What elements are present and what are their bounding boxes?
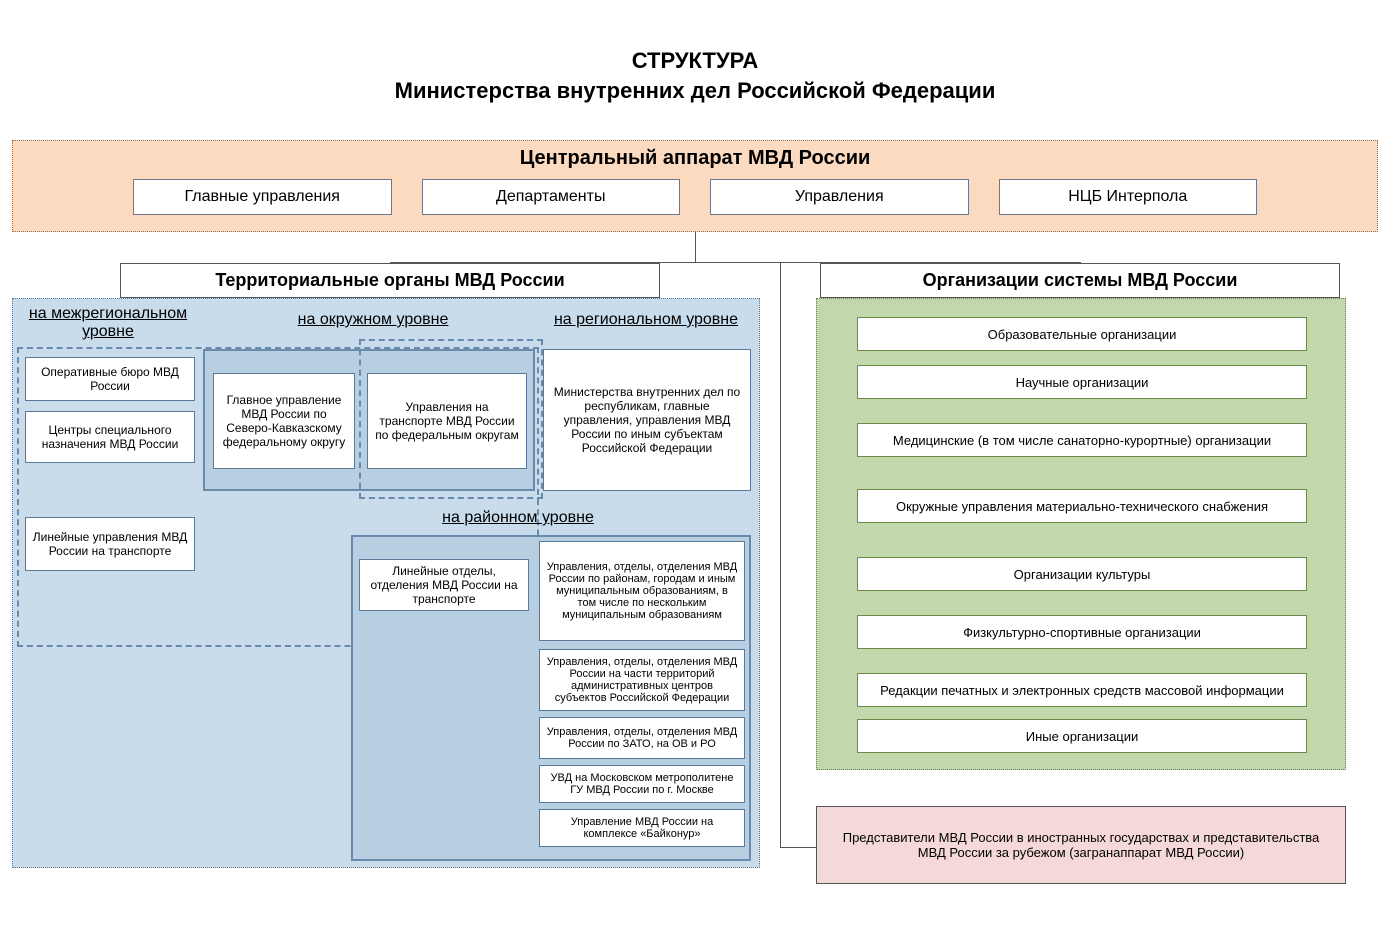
rayon-left-box: Линейные отделы, отделения МВД России на… <box>359 559 529 611</box>
interregional-box-2: Линейные управления МВД России на трансп… <box>25 517 195 571</box>
central-box-2: Управления <box>710 179 969 215</box>
district-box-1: Главное управление МВД России по Северо-… <box>213 373 355 469</box>
title-line1: СТРУКТУРА <box>0 48 1390 74</box>
central-box-0: Главные управления <box>133 179 392 215</box>
representatives-box: Представители МВД России в иностранных г… <box>816 806 1346 884</box>
org-item-0: Образовательные организации <box>857 317 1307 351</box>
rayon-right-0: Управления, отделы, отделения МВД России… <box>539 541 745 641</box>
interregional-box-1: Центры специального назначения МВД Росси… <box>25 411 195 463</box>
org-item-7: Иные организации <box>857 719 1307 753</box>
interregional-box-0: Оперативные бюро МВД России <box>25 357 195 401</box>
connector-line <box>659 280 660 300</box>
org-item-1: Научные организации <box>857 365 1307 399</box>
district-box-2: Управления на транспорте МВД России по ф… <box>367 373 527 469</box>
title-line2: Министерства внутренних дел Российской Ф… <box>0 78 1390 104</box>
regional-box: Министерства внутренних дел по республик… <box>543 349 751 491</box>
level-rayon: на районном уровне <box>413 509 623 527</box>
territorial-header: Территориальные органы МВД России <box>120 263 660 298</box>
level-regional: на региональном уровне <box>541 311 751 329</box>
connector-line <box>120 280 121 300</box>
rayon-right-2: Управления, отделы, отделения МВД России… <box>539 717 745 759</box>
org-item-6: Редакции печатных и электронных средств … <box>857 673 1307 707</box>
level-interregional: на межрегиональном уровне <box>13 305 203 341</box>
central-apparatus-band: Центральный аппарат МВД России Главные у… <box>12 140 1378 232</box>
rayon-right-3: УВД на Московском метрополитене ГУ МВД Р… <box>539 765 745 803</box>
page-title: СТРУКТУРА Министерства внутренних дел Ро… <box>0 48 1390 104</box>
organizations-area: Образовательные организации Научные орга… <box>816 298 1346 770</box>
org-item-2: Медицинские (в том числе санаторно-курор… <box>857 423 1307 457</box>
org-item-4: Организации культуры <box>857 557 1307 591</box>
level-district: на окружном уровне <box>268 311 478 329</box>
rayon-right-4: Управление МВД России на комплексе «Байк… <box>539 809 745 847</box>
central-box-1: Департаменты <box>422 179 681 215</box>
rayon-right-1: Управления, отделы, отделения МВД России… <box>539 649 745 711</box>
connector-line <box>780 262 781 848</box>
connector-line <box>780 847 820 848</box>
org-item-5: Физкультурно-спортивные организации <box>857 615 1307 649</box>
connector-line <box>695 232 696 262</box>
central-apparatus-title: Центральный аппарат МВД России <box>13 147 1377 170</box>
org-item-3: Окружные управления материально-техничес… <box>857 489 1307 523</box>
organizations-header: Организации системы МВД России <box>820 263 1340 298</box>
territorial-area: на межрегиональном уровне на окружном ур… <box>12 298 760 868</box>
central-box-3: НЦБ Интерпола <box>999 179 1258 215</box>
